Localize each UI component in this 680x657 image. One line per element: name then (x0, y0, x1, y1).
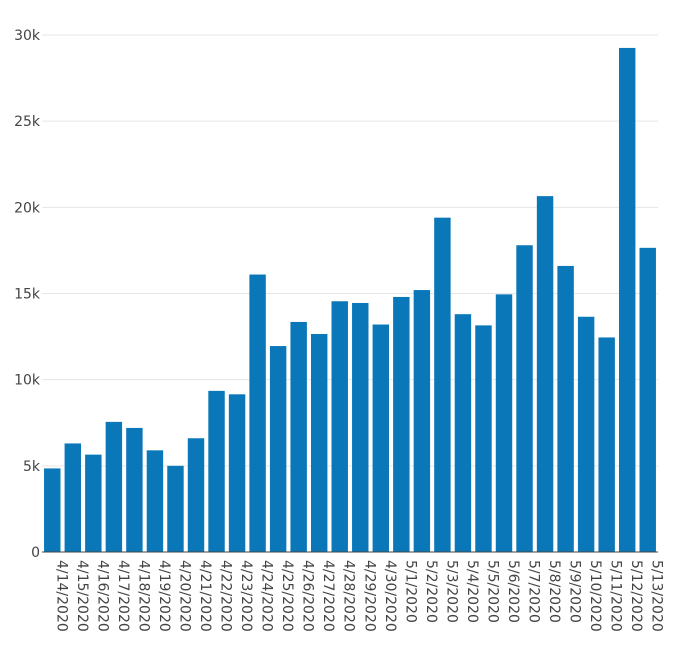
x-tick-label: 4/17/2020 (115, 560, 131, 632)
x-tick-label: 4/15/2020 (74, 560, 90, 632)
x-tick-label: 5/12/2020 (628, 560, 644, 632)
bar (249, 274, 266, 552)
x-tick-label: 4/24/2020 (259, 560, 275, 632)
bar (126, 427, 143, 552)
x-tick-label: 4/21/2020 (197, 560, 213, 632)
bar (598, 337, 615, 552)
x-tick-label: 4/28/2020 (341, 560, 357, 632)
x-tick-label: 5/13/2020 (649, 560, 665, 632)
x-tick-label: 5/4/2020 (464, 560, 480, 623)
x-tick-label: 5/5/2020 (484, 560, 500, 623)
gridlines (42, 34, 658, 467)
y-tick-label: 30k (14, 28, 41, 44)
x-tick-label: 4/25/2020 (279, 560, 295, 632)
bar (536, 196, 554, 553)
bar (85, 454, 102, 552)
bar (146, 450, 164, 552)
bar (639, 247, 656, 552)
x-tick-label: 4/16/2020 (94, 560, 110, 632)
y-axis-tick-labels: 0 5k 10k 15k 20k 25k 30k (14, 28, 41, 561)
x-tick-label: 5/9/2020 (567, 560, 583, 623)
x-tick-label: 4/26/2020 (300, 560, 316, 632)
x-axis-tick-labels: 4/14/2020 4/15/2020 4/16/2020 4/17/2020 4/18… (53, 560, 664, 632)
bar (495, 294, 513, 552)
x-tick-label: 4/19/2020 (156, 560, 172, 632)
x-tick-label: 4/20/2020 (176, 560, 192, 632)
bar (393, 296, 410, 552)
y-tick-label: 20k (14, 200, 41, 216)
y-tick-label: 0 (31, 545, 40, 561)
y-tick-label: 5k (23, 459, 41, 475)
x-tick-label: 4/14/2020 (53, 560, 69, 632)
x-tick-label: 4/27/2020 (320, 560, 336, 632)
bar (208, 390, 225, 552)
y-tick-label: 15k (14, 287, 41, 303)
x-tick-label: 5/1/2020 (402, 560, 418, 623)
bar (290, 321, 307, 552)
bar (475, 325, 492, 552)
bar (228, 394, 246, 552)
x-tick-label: 5/8/2020 (546, 560, 562, 623)
bar (167, 465, 184, 552)
bar (413, 290, 431, 552)
x-tick-label: 5/7/2020 (526, 560, 542, 623)
bar (64, 443, 82, 552)
bar (187, 438, 205, 552)
x-tick-label: 5/6/2020 (505, 560, 521, 623)
y-tick-label: 10k (14, 373, 41, 389)
bar (577, 316, 595, 552)
x-tick-label: 4/23/2020 (238, 560, 254, 632)
bar (44, 468, 61, 552)
x-tick-label: 4/29/2020 (361, 560, 377, 632)
bar (434, 217, 451, 552)
x-tick-label: 4/18/2020 (135, 560, 151, 632)
x-tick-label: 4/30/2020 (382, 560, 398, 632)
bar (372, 324, 390, 552)
bar (557, 265, 574, 552)
bar (310, 333, 328, 552)
bar (618, 47, 636, 553)
bar (331, 301, 348, 552)
y-tick-label: 25k (14, 114, 41, 130)
x-tick-label: 5/2/2020 (423, 560, 439, 623)
x-tick-label: 5/3/2020 (443, 560, 459, 623)
x-tick-label: 5/10/2020 (587, 560, 603, 632)
x-tick-label: 5/11/2020 (608, 560, 624, 632)
bar (516, 245, 533, 552)
bar (269, 346, 287, 552)
bar (105, 421, 123, 552)
bar (454, 314, 472, 552)
bar (352, 302, 369, 552)
bars (44, 47, 656, 553)
x-tick-label: 4/22/2020 (218, 560, 234, 632)
